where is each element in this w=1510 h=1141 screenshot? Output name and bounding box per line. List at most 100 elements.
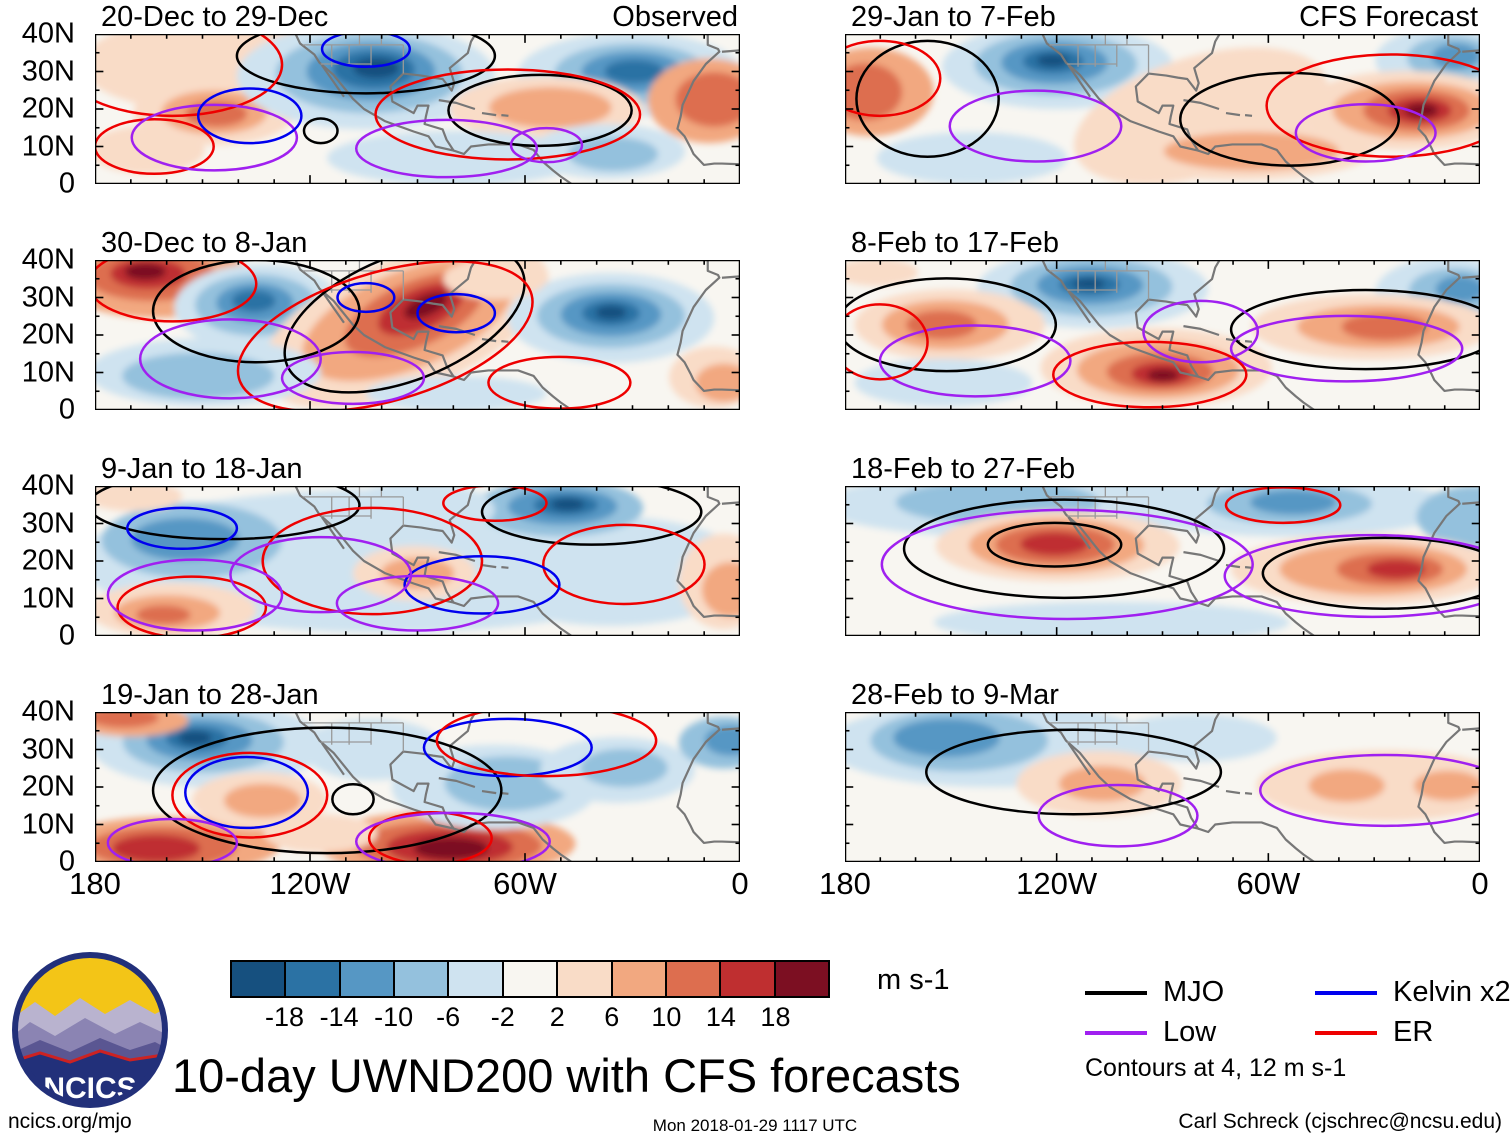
y-tick-label: 20N: [21, 92, 75, 125]
panel-block-3: 19-Jan to 28-Jan 40N 30N 20N 10N 0: [22, 679, 740, 878]
footer-url: ncics.org/mjo: [8, 1110, 132, 1133]
legend-label: MJO: [1163, 976, 1225, 1008]
x-tick-label: 0: [731, 866, 749, 901]
colorbar: -18 -14 -10 -6 -2 2 6 10 14 18: [230, 960, 830, 1032]
x-tick-label: 180: [819, 866, 871, 901]
y-axis-labels: 40N 30N 20N 10N 0: [0, 470, 87, 652]
footer-timestamp: Mon 2018-01-29 1117 UTC: [652, 1116, 858, 1135]
kelvin-line-icon: [1315, 990, 1377, 995]
colorbar-swatch: [393, 962, 448, 996]
y-axis-labels: 40N 30N 20N 10N 0: [0, 696, 87, 878]
colorbar-swatch: [232, 962, 285, 996]
map-panel: [95, 712, 740, 862]
colorbar-swatch: [338, 962, 394, 996]
y-tick-label: 10N: [21, 356, 75, 388]
y-tick-label: 0: [58, 393, 75, 426]
colorbar-swatch: [719, 962, 774, 996]
y-tick-label: 20N: [21, 318, 75, 351]
y-tick-label: 40N: [21, 17, 75, 50]
legend-label: ER: [1393, 1016, 1434, 1048]
colorbar-swatch: [284, 962, 339, 996]
y-tick-label: 30N: [21, 281, 75, 313]
panel-title: 9-Jan to 18-Jan: [101, 453, 303, 485]
colorbar-swatch: [664, 962, 720, 996]
x-tick-label: 120W: [269, 866, 351, 901]
colorbar-tick-label: 2: [549, 1002, 565, 1032]
colorbar-tick-label: -14: [319, 1002, 359, 1032]
colorbar-units: m s-1: [877, 964, 950, 996]
map-panel: [845, 486, 1480, 636]
panel-block-0: 20-Dec to 29-Dec Observed 40N 30N 20N 10…: [22, 1, 740, 200]
map-panel: [845, 712, 1480, 862]
legend-item-kelvin: Kelvin x2: [1315, 976, 1510, 1009]
colorbar-swatches: [230, 960, 830, 998]
column-header-forecast: CFS Forecast: [1299, 1, 1478, 33]
y-tick-label: 0: [58, 167, 75, 200]
contour-levels-note: Contours at 4, 12 m s-1: [1085, 1054, 1347, 1082]
colorbar-tick-label: -2: [490, 1002, 515, 1032]
ncics-logo: NCICS: [10, 950, 170, 1115]
column-header-observed: Observed: [612, 1, 738, 33]
y-axis-labels: 40N 30N 20N 10N 0: [0, 244, 87, 426]
map-panel: [95, 260, 740, 410]
y-tick-label: 30N: [21, 733, 75, 765]
y-tick-label: 10N: [21, 582, 75, 614]
colorbar-tick-label: 6: [604, 1002, 620, 1032]
colorbar-swatch: [501, 962, 557, 996]
x-axis-labels-left: 180 120W 60W 0: [69, 866, 748, 902]
mjo-line-icon: [1085, 990, 1147, 995]
colorbar-tick-label: 14: [705, 1002, 736, 1032]
panel-title: 29-Jan to 7-Feb: [851, 1, 1056, 33]
colorbar-swatch: [447, 962, 502, 996]
x-tick-label: 60W: [1236, 866, 1301, 901]
x-tick-label: 120W: [1016, 866, 1098, 901]
figure-title: 10-day UWND200 with CFS forecasts: [172, 1049, 961, 1102]
y-tick-label: 30N: [21, 507, 75, 539]
y-tick-label: 0: [58, 619, 75, 652]
x-tick-label: 0: [1471, 866, 1489, 901]
y-tick-label: 0: [58, 845, 75, 878]
x-tick-label: 180: [69, 866, 121, 901]
map-panel: [845, 34, 1480, 184]
panel-block-6: 18-Feb to 27-Feb: [845, 454, 1480, 636]
map-panel: [95, 486, 740, 636]
panel-title: 28-Feb to 9-Mar: [851, 679, 1059, 711]
colorbar-swatch: [556, 962, 611, 996]
map-panel: [95, 34, 740, 184]
panel-title: 18-Feb to 27-Feb: [851, 453, 1076, 485]
legend-item-low: Low: [1085, 1016, 1216, 1049]
er-line-icon: [1315, 1030, 1377, 1035]
panel-block-1: 30-Dec to 8-Jan 40N 30N 20N 10N 0: [22, 227, 740, 426]
panel-title: 30-Dec to 8-Jan: [101, 227, 308, 259]
footer-author: Carl Schreck (cjschrec@ncsu.edu): [1178, 1110, 1502, 1133]
colorbar-swatch: [610, 962, 665, 996]
map-panel: [845, 260, 1480, 410]
y-axis-labels: 40N 30N 20N 10N 0: [0, 18, 87, 200]
panel-title: 8-Feb to 17-Feb: [851, 227, 1059, 259]
panel-title: 19-Jan to 28-Jan: [101, 679, 319, 711]
x-tick-label: 60W: [493, 866, 557, 901]
legend-item-er: ER: [1315, 1016, 1433, 1049]
legend-item-mjo: MJO: [1085, 976, 1224, 1009]
y-tick-label: 40N: [21, 695, 75, 728]
panel-title: 20-Dec to 29-Dec: [101, 1, 329, 33]
legend-label: Low: [1163, 1016, 1217, 1048]
legend-label: Kelvin x2: [1393, 976, 1510, 1008]
colorbar-tick-label: 10: [651, 1002, 682, 1032]
colorbar-swatch: [773, 962, 828, 996]
y-tick-label: 40N: [21, 243, 75, 276]
panel-block-5: 8-Feb to 17-Feb: [845, 228, 1480, 410]
colorbar-tick-labels: -18 -14 -10 -6 -2 2 6 10 14 18: [230, 998, 830, 1032]
y-tick-label: 10N: [21, 130, 75, 162]
colorbar-tick-label: -18: [265, 1002, 305, 1032]
panel-block-2: 9-Jan to 18-Jan 40N 30N 20N 10N 0: [22, 453, 740, 652]
panel-block-4: 29-Jan to 7-Feb CFS Forecast: [845, 2, 1480, 184]
y-tick-label: 20N: [21, 770, 75, 803]
y-tick-label: 10N: [21, 808, 75, 840]
x-axis-labels-right: 180 120W 60W 0: [819, 866, 1488, 902]
y-tick-label: 40N: [21, 469, 75, 502]
colorbar-tick-label: 18: [760, 1002, 791, 1032]
y-tick-label: 30N: [21, 55, 75, 87]
colorbar-tick-label: -6: [436, 1002, 461, 1032]
